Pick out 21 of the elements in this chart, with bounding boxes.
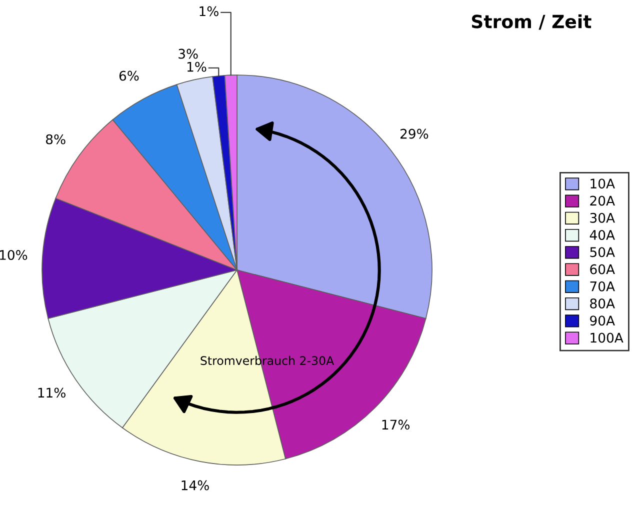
data-label: 1% — [187, 62, 206, 72]
legend-label: 100A — [590, 332, 624, 343]
data-label: 11% — [38, 388, 66, 398]
legend-label: 60A — [590, 264, 615, 274]
data-label: 8% — [46, 134, 66, 144]
legend-label: 30A — [590, 212, 615, 223]
data-label: 3% — [178, 48, 198, 59]
data-label: 17% — [382, 420, 410, 430]
data-label: 1% — [200, 6, 218, 16]
legend-label: 10A — [590, 178, 615, 189]
data-label: 14% — [182, 480, 209, 490]
data-label: 29% — [400, 128, 428, 139]
legend-label: 80A — [590, 298, 615, 308]
data-label: 10% — [0, 250, 28, 260]
legend-label: 90A — [590, 316, 615, 326]
legend-label: 40A — [590, 230, 615, 240]
data-label: 6% — [119, 70, 139, 81]
legend-label: 70A — [590, 281, 615, 292]
chart-title: Strom / Zeit — [472, 14, 592, 30]
legend-label: 50A — [590, 247, 615, 258]
legend-label: 20A — [590, 196, 615, 206]
